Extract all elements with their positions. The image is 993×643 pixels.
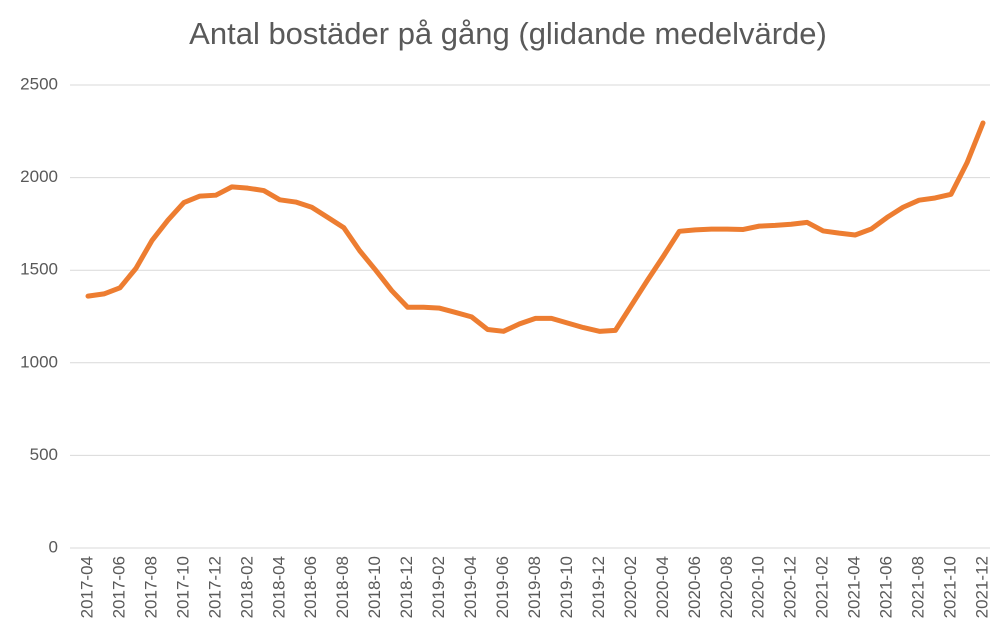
line-series [85, 120, 986, 334]
x-tick-label: 2021-10 [941, 556, 960, 618]
x-tick-label: 2021-08 [909, 556, 928, 618]
x-tick-label: 2017-12 [205, 556, 224, 618]
x-tick-label: 2020-08 [717, 556, 736, 618]
x-tick-label: 2019-06 [493, 556, 512, 618]
x-tick-label: 2019-04 [461, 556, 480, 618]
y-tick-label: 2500 [20, 74, 58, 93]
y-tick-label: 2000 [20, 167, 58, 186]
x-tick-label: 2019-12 [589, 556, 608, 618]
x-tick-label: 2019-02 [429, 556, 448, 618]
x-tick-label: 2018-06 [301, 556, 320, 618]
x-tick-label: 2017-06 [109, 556, 128, 618]
x-tick-label: 2021-04 [845, 556, 864, 618]
x-tick-label: 2017-04 [77, 556, 96, 618]
y-tick-label: 1000 [20, 352, 58, 371]
x-tick-label: 2021-06 [877, 556, 896, 618]
y-tick-label: 0 [49, 537, 58, 556]
x-tick-label: 2021-12 [972, 556, 991, 618]
x-tick-label: 2021-02 [813, 556, 832, 618]
x-tick-label: 2020-06 [685, 556, 704, 618]
x-tick-label: 2018-08 [333, 556, 352, 618]
x-tick-label: 2020-04 [653, 556, 672, 618]
y-tick-label: 500 [30, 445, 58, 464]
x-tick-label: 2018-12 [397, 556, 416, 618]
x-tick-label: 2020-02 [621, 556, 640, 618]
x-tick-label: 2019-08 [525, 556, 544, 618]
x-tick-label: 2019-10 [557, 556, 576, 618]
x-tick-label: 2017-08 [141, 556, 160, 618]
x-tick-label: 2020-12 [781, 556, 800, 618]
x-tick-label: 2017-10 [173, 556, 192, 618]
y-tick-label: 1500 [20, 260, 58, 279]
x-tick-label: 2020-10 [749, 556, 768, 618]
x-tick-label: 2018-04 [269, 556, 288, 618]
x-tick-label: 2018-02 [237, 556, 256, 618]
x-tick-label: 2018-10 [365, 556, 384, 618]
chart-title: Antal bostäder på gång (glidande medelvä… [189, 16, 827, 51]
